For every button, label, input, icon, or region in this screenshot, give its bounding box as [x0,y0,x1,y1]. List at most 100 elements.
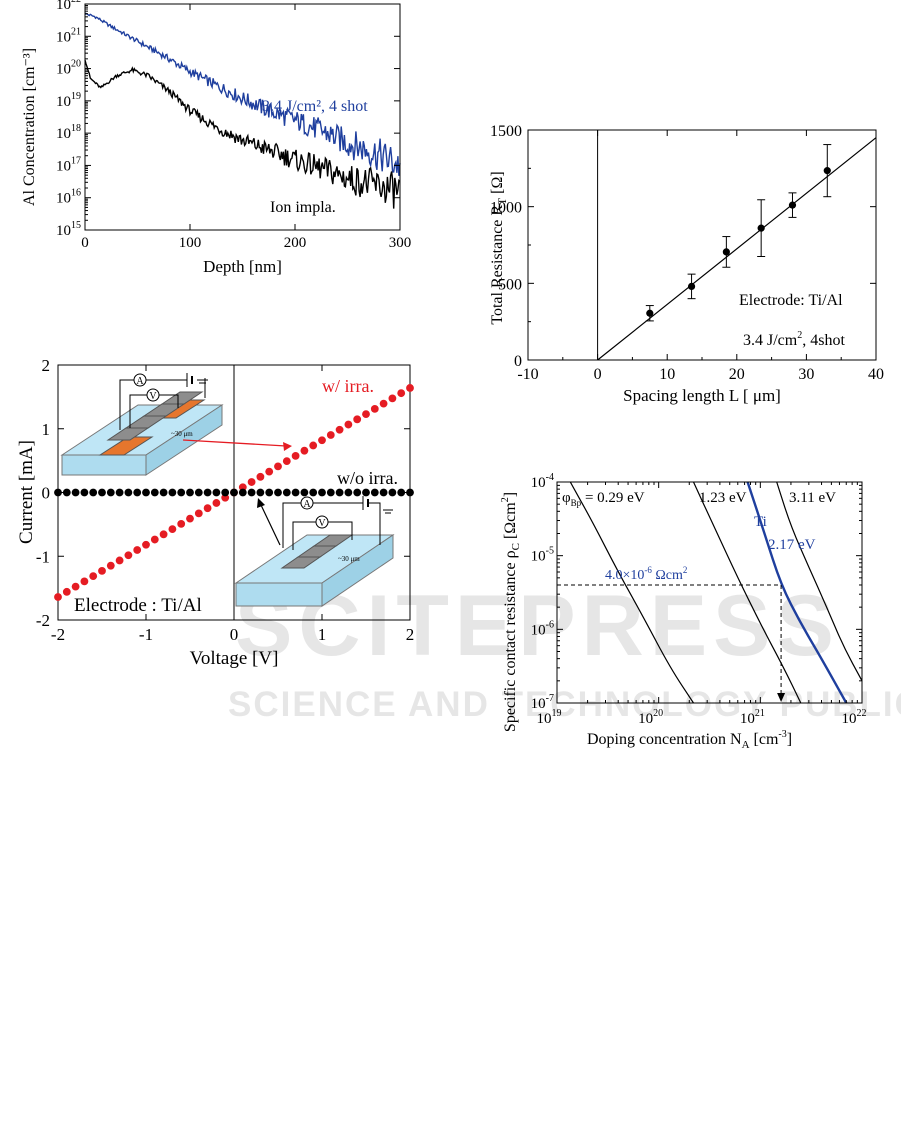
sims-y-tick-label: 1019 [56,91,81,110]
inset-wire [368,502,381,545]
sims-y-tick-label: 1021 [56,26,81,45]
iv-data-point [388,394,397,403]
rhoc-series-line [692,482,802,703]
iv-data-point [379,399,388,408]
iv-x-tick-label: 1 [318,625,327,644]
iv-data-point [274,462,282,471]
iv-data-point [203,504,212,513]
tlm-x-tick-label: 30 [798,366,814,383]
rhoc-label-217: 2.17 eV [768,537,816,553]
iv-data-point [300,488,309,497]
iv-data-point [230,488,238,497]
iv-data-point [168,525,177,533]
sims-plot-frame [84,3,401,231]
tlm-data-point [687,282,696,290]
iv-data-point [71,582,80,591]
rhoc-label-311: 3.11 eV [789,490,836,506]
watermark-sub: SCIENCE AND TECHNOLOGY PUBLICATIONS [228,685,901,724]
rhoc-plot-frame [556,481,863,704]
sims-y-tick-label: 1015 [56,220,81,239]
iv-x-tick-label: -2 [51,625,65,644]
tlm-plot-frame [527,129,877,361]
iv-data-point [80,577,89,586]
tlm-x-tick-label: -10 [517,366,538,383]
rhoc-label-029: φBp = 0.29 eV [562,490,645,508]
tlm-y-tick-label: 500 [498,276,522,293]
inset-substrate-front [61,454,147,476]
iv-data-point [353,488,362,497]
iv-data-point [177,488,186,497]
iv-y-axis-title: Current [mA] [16,440,37,544]
iv-data-point [212,499,221,507]
iv-y-tick-label: -1 [36,547,50,566]
iv-data-point [256,488,265,497]
inset-spacing-label: ~30 μm [171,430,193,438]
iv-data-point [344,488,353,497]
rhoc-x-tick-label: 1019 [537,708,562,727]
sims-y-tick-label: 1020 [56,59,81,78]
iv-data-point [274,488,282,497]
iv-data-point [159,488,168,497]
iv-x-tick-label: -1 [139,625,153,644]
ammeter-label: A [303,499,311,510]
iv-data-point [98,567,106,575]
tlm-x-tick-label: 0 [594,366,602,383]
iv-data-point [150,488,159,497]
iv-data-point [194,488,203,497]
sims-y-tick-label: 1017 [56,155,81,174]
iv-y-tick-label: 1 [42,420,51,439]
iv-data-point [133,488,142,497]
tlm-data-point [823,167,831,175]
iv-data-point [406,384,414,392]
tlm-x-tick-label: 20 [729,366,745,383]
tlm-annotation-fluence: 3.4 J/cm2, 4shot [743,330,845,349]
iv-data-point [89,572,98,581]
tlm-y-tick-label: 1500 [490,123,522,140]
iv-x-axis-title: Voltage [V] [190,648,279,669]
iv-data-point [106,561,115,570]
iv-data-point [194,509,203,518]
sims-series-line [84,12,401,176]
iv-data-point [54,593,62,601]
iv-data-point [106,488,115,497]
iv-data-point [397,389,406,398]
inset-spacing-label: ~30 μm [338,555,360,563]
iv-arrow-black [260,504,281,546]
tlm-x-tick-label: 10 [659,366,675,383]
tlm-annotation-electrode: Electrode: Ti/Al [739,292,843,309]
iv-arrow-black-head [257,498,265,508]
iv-y-tick-label: 0 [42,484,51,503]
sims-x-tick-label: 300 [389,235,412,251]
iv-y-tick-label: -2 [36,611,50,630]
iv-data-point [142,488,150,497]
rhoc-y-tick-label: 10-6 [531,619,554,638]
iv-legend-unirradiated: w/o irra. [337,468,398,488]
iv-data-point [388,488,397,497]
sims-chart: 0 100 200 300 1015 1016 1017 1018 1019 1020 1021 10… [21,0,411,276]
iv-data-point [247,478,256,486]
rhoc-series-line [776,482,862,682]
iv-data-point [62,587,71,596]
rhoc-label-ti: Ti [754,514,767,530]
iv-data-point [150,535,159,544]
iv-data-point [318,488,326,497]
iv-data-point [159,530,168,539]
ammeter-icon [300,496,314,510]
rhoc-marker-label: 4.0×10-6 Ωcm2 [605,565,687,583]
tlm-data-point [722,248,730,256]
tlm-x-tick-label: 40 [868,366,884,383]
rhoc-x-tick-label: 1022 [842,708,867,727]
iv-data-point [115,488,124,497]
iv-data-point [370,488,379,497]
iv-arrow-red [182,439,287,447]
iv-data-point [98,488,106,497]
tlm-x-axis-title: Spacing length L [ μm] [623,386,781,405]
rhoc-x-tick-label: 1020 [638,708,663,727]
iv-data-point [71,488,80,497]
rhoc-label-123: 1.23 eV [699,490,747,506]
ammeter-label: A [136,376,144,387]
iv-data-point [291,488,300,497]
